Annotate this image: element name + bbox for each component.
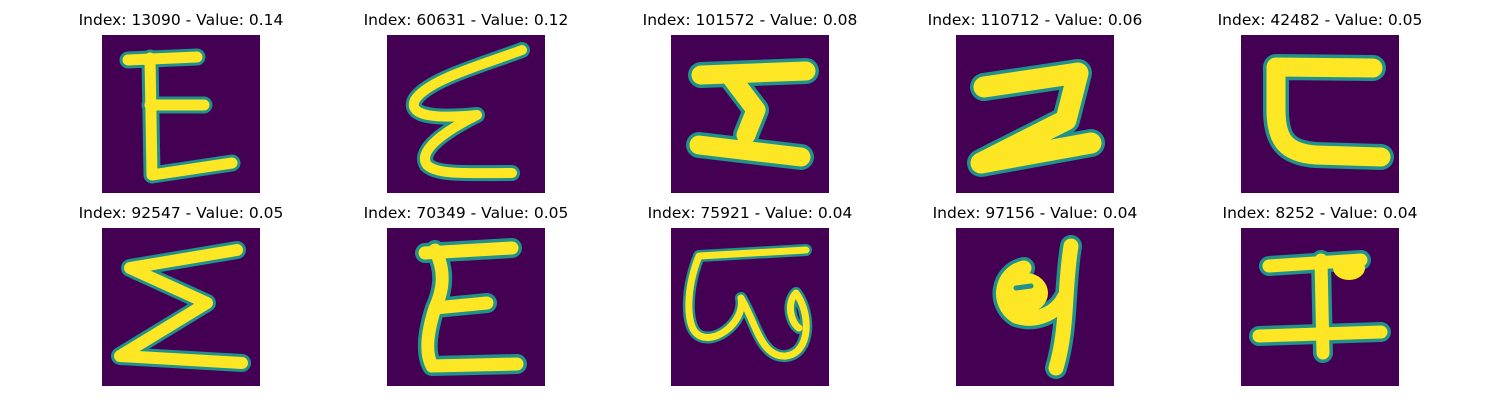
image-panel: Index: 70349 - Value: 0.05	[364, 204, 568, 386]
image-panel: Index: 42482 - Value: 0.05	[1218, 11, 1422, 193]
character-image	[1241, 228, 1399, 386]
character-image	[102, 35, 260, 193]
character-image	[671, 35, 829, 193]
image-panel: Index: 8252 - Value: 0.04	[1223, 204, 1417, 386]
panel-title: Index: 70349 - Value: 0.05	[363, 204, 569, 222]
panel-title: Index: 97156 - Value: 0.04	[932, 204, 1138, 222]
character-image	[1241, 35, 1399, 193]
image-panel: Index: 92547 - Value: 0.05	[79, 204, 283, 386]
image-panel: Index: 13090 - Value: 0.14	[79, 11, 283, 193]
panel-title: Index: 42482 - Value: 0.05	[1217, 11, 1423, 29]
character-image	[671, 228, 829, 386]
character-image	[956, 35, 1114, 193]
character-image	[956, 228, 1114, 386]
image-panel: Index: 60631 - Value: 0.12	[364, 11, 568, 193]
character-image	[387, 35, 545, 193]
panel-title: Index: 110712 - Value: 0.06	[927, 11, 1143, 29]
panel-title: Index: 13090 - Value: 0.14	[78, 11, 284, 29]
image-panel: Index: 75921 - Value: 0.04	[648, 204, 852, 386]
panel-title: Index: 101572 - Value: 0.08	[642, 11, 858, 29]
image-panel: Index: 110712 - Value: 0.06	[928, 11, 1142, 193]
image-panel: Index: 97156 - Value: 0.04	[933, 204, 1137, 386]
character-image	[387, 228, 545, 386]
panel-title: Index: 60631 - Value: 0.12	[363, 11, 569, 29]
image-panel: Index: 101572 - Value: 0.08	[643, 11, 857, 193]
panel-title: Index: 8252 - Value: 0.04	[1222, 204, 1418, 222]
character-image	[102, 228, 260, 386]
panel-title: Index: 75921 - Value: 0.04	[647, 204, 853, 222]
panel-title: Index: 92547 - Value: 0.05	[78, 204, 284, 222]
